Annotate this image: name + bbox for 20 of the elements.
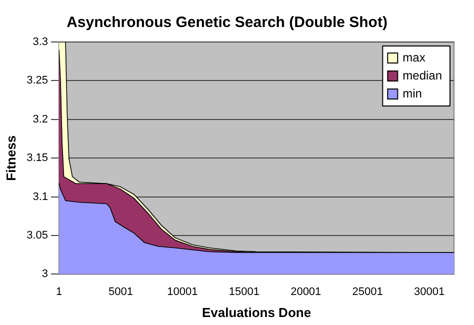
x-tick-label: 1 — [56, 286, 62, 298]
x-tick-label: 20001 — [290, 286, 322, 298]
x-tick-label: 10001 — [167, 286, 198, 298]
y-tick-label: 3.3 — [32, 36, 48, 48]
y-tick-label: 3 — [42, 268, 48, 280]
y-axis-title: Fitness — [3, 135, 18, 181]
x-tick-label: 25001 — [352, 286, 383, 298]
y-tick-label: 3.05 — [26, 230, 48, 242]
x-axis-title: Evaluations Done — [202, 304, 312, 320]
legend-label: max — [402, 50, 426, 64]
y-tick-label: 3.15 — [26, 152, 48, 164]
legend-label: min — [402, 86, 422, 100]
y-tick-label: 3.2 — [32, 113, 48, 126]
x-tick-label: 30001 — [414, 286, 445, 298]
chart-title: Asynchronous Genetic Search (Double Shot) — [66, 14, 388, 32]
x-tick-label: 15001 — [228, 286, 260, 298]
legend-label: median — [402, 68, 442, 82]
y-tick-label: 3.1 — [32, 190, 48, 203]
x-tick-label: 5001 — [108, 286, 133, 298]
y-tick-label: 3.25 — [26, 74, 48, 87]
